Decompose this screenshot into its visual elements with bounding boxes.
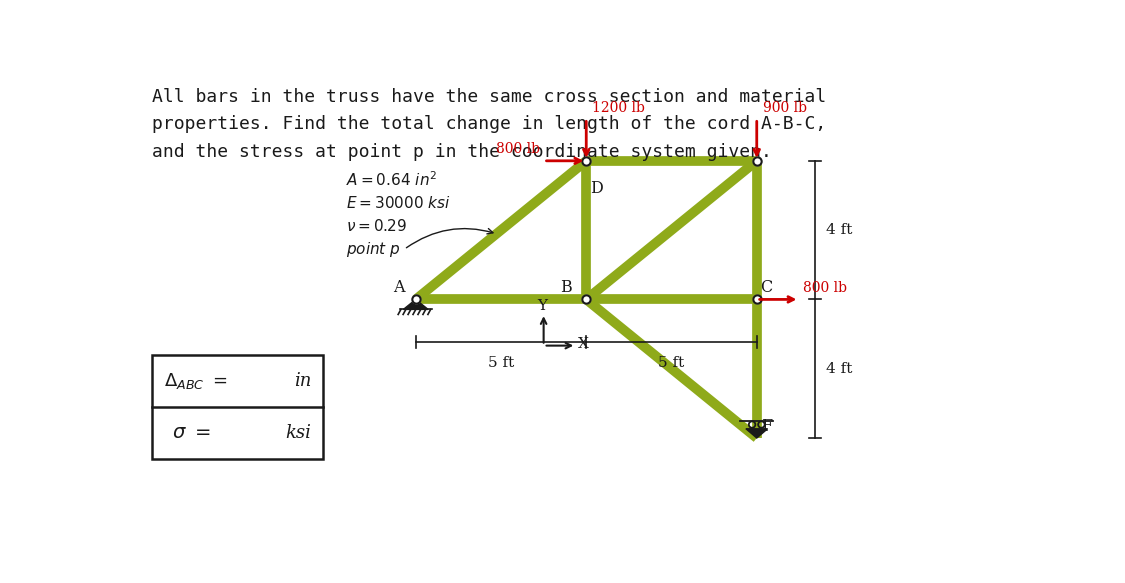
Text: B: B [560, 279, 573, 296]
Text: and the stress at point p in the coordinate system given.: and the stress at point p in the coordin… [152, 143, 772, 161]
Polygon shape [404, 300, 429, 310]
Text: $\Delta_{ABC}$ $=$: $\Delta_{ABC}$ $=$ [164, 371, 227, 391]
Text: A: A [393, 279, 404, 296]
Text: ksi: ksi [286, 424, 312, 442]
Text: 5 ft: 5 ft [488, 356, 514, 370]
Text: X: X [578, 337, 588, 351]
Text: $point\ p$: $point\ p$ [346, 240, 400, 259]
Text: 900 lb: 900 lb [763, 101, 807, 115]
Text: All bars in the truss have the same cross section and material: All bars in the truss have the same cros… [152, 87, 827, 106]
Text: 4 ft: 4 ft [827, 361, 853, 375]
Polygon shape [746, 429, 767, 438]
Text: C: C [759, 279, 772, 296]
Text: $\sigma$ $=$: $\sigma$ $=$ [172, 424, 210, 442]
Text: $E = 30000\ ksi$: $E = 30000\ ksi$ [346, 195, 451, 211]
Text: in: in [294, 372, 312, 390]
Text: F: F [762, 418, 773, 435]
Text: 4 ft: 4 ft [827, 223, 853, 237]
Text: 5 ft: 5 ft [658, 356, 685, 370]
Text: D: D [591, 180, 603, 197]
Text: $A = 0.64\ in^2$: $A = 0.64\ in^2$ [346, 171, 438, 189]
FancyBboxPatch shape [152, 355, 323, 459]
Text: 800 lb: 800 lb [803, 281, 847, 295]
Text: properties. Find the total change in length of the cord A-B-C,: properties. Find the total change in len… [152, 115, 827, 134]
Text: 1200 lb: 1200 lb [593, 101, 646, 115]
Text: $\nu = 0.29$: $\nu = 0.29$ [346, 218, 407, 234]
Text: Y: Y [537, 299, 547, 313]
Text: 800 lb: 800 lb [496, 142, 540, 156]
